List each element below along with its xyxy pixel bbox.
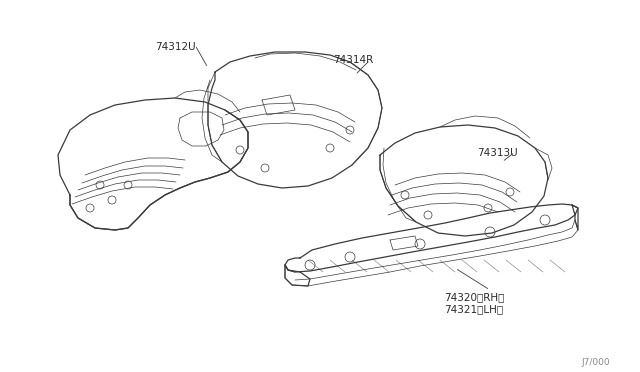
Text: 74320〈RH〉: 74320〈RH〉 [444,292,504,302]
Text: 74312U: 74312U [155,42,196,52]
Text: J7/000: J7/000 [581,358,610,367]
Text: 74314R: 74314R [333,55,373,65]
Text: 74321〈LH〉: 74321〈LH〉 [444,304,503,314]
Text: 74313U: 74313U [477,148,518,158]
